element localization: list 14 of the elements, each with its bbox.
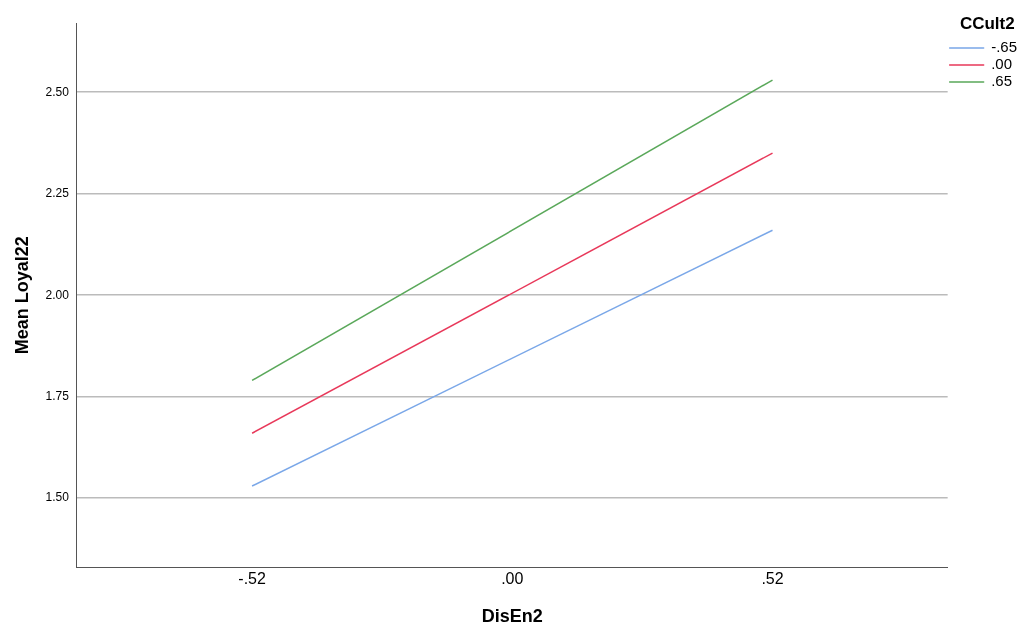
y-tick-label: 2.00 bbox=[45, 287, 70, 302]
legend-label: -.65 bbox=[991, 38, 1018, 56]
x-axis-title: DisEn2 bbox=[481, 606, 543, 627]
y-tick-label: 2.25 bbox=[45, 186, 70, 201]
y-tick-label: 2.50 bbox=[45, 84, 70, 99]
legend-label: .00 bbox=[991, 55, 1013, 73]
y-tick-label: 1.75 bbox=[45, 389, 70, 404]
x-tick-label: -.52 bbox=[238, 570, 266, 588]
legend-title: CCult2 bbox=[959, 14, 1015, 34]
x-tick-label: .00 bbox=[501, 570, 524, 588]
y-tick-label: 1.50 bbox=[45, 490, 70, 505]
legend-label: .65 bbox=[991, 72, 1013, 90]
x-tick-label: .52 bbox=[761, 570, 784, 588]
y-axis-title: Mean Loyal22 bbox=[11, 236, 32, 355]
